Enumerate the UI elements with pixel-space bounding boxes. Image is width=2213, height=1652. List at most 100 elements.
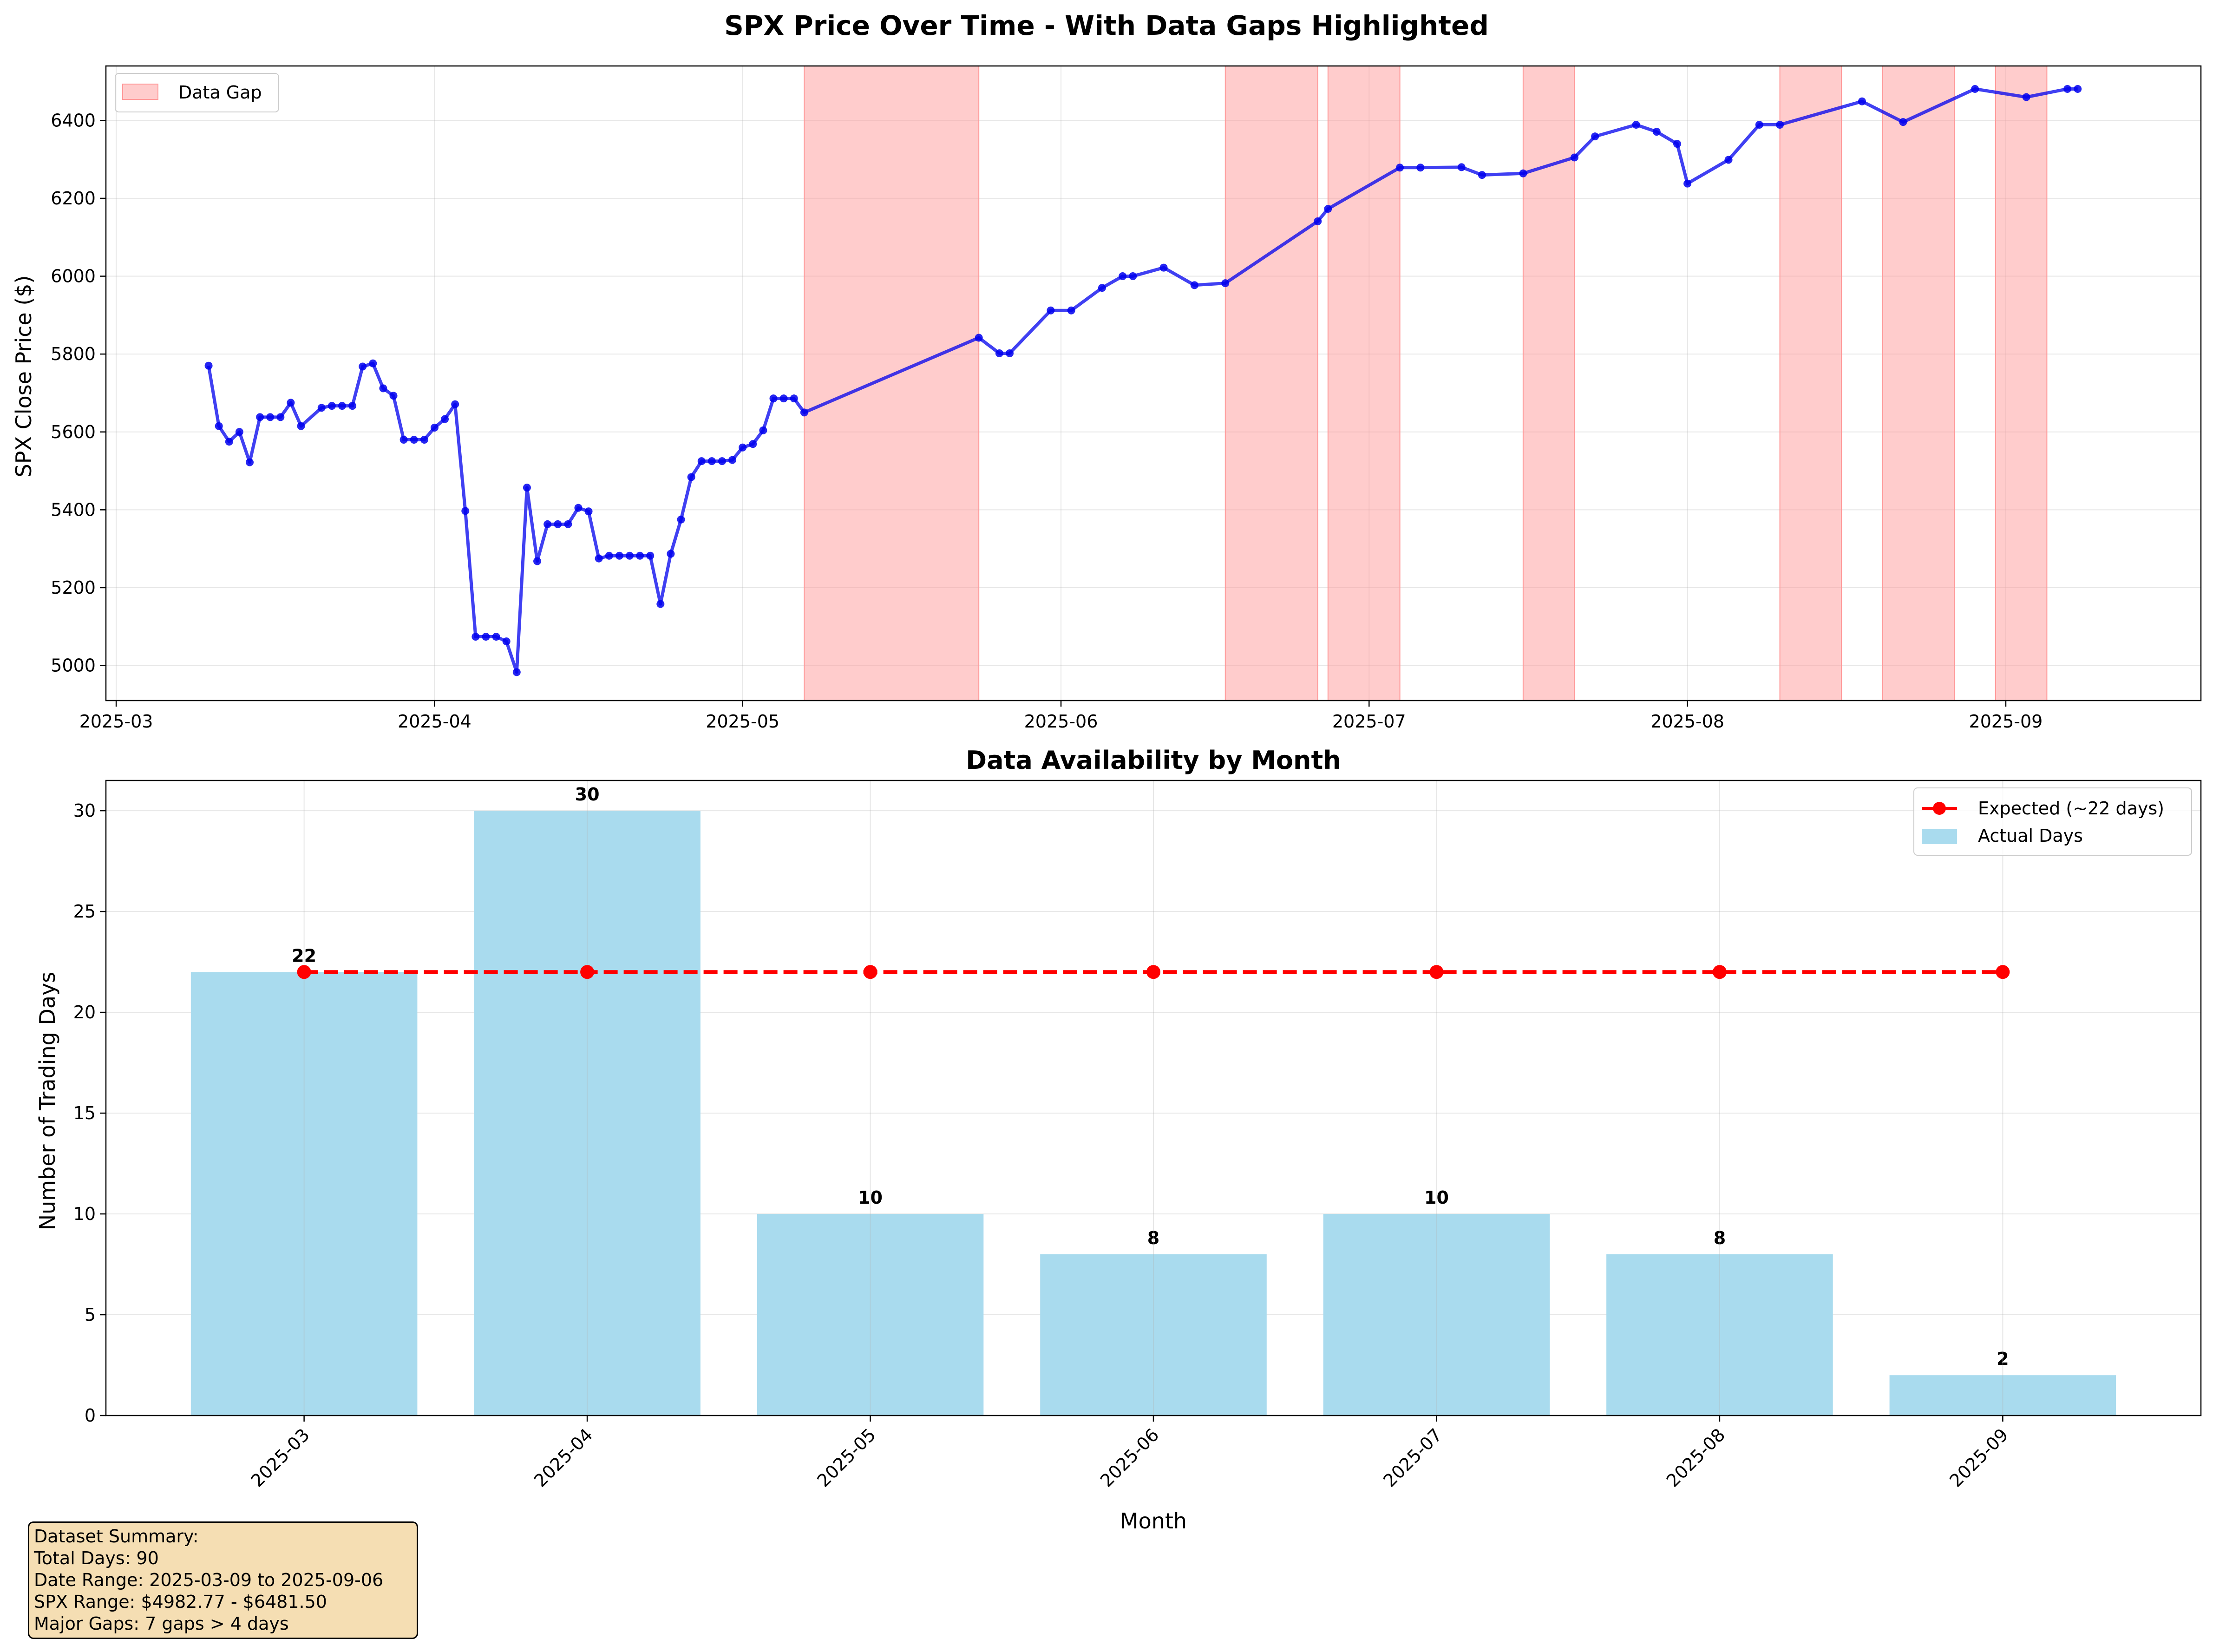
availability-x-tick-label: 2025-04	[530, 1424, 596, 1491]
spx-price-point	[482, 633, 490, 641]
availability-x-tick-label: 2025-03	[247, 1424, 314, 1491]
summary-line-major-gaps: Major Gaps: 7 gaps > 4 days	[34, 1613, 289, 1634]
spx-price-point	[995, 349, 1003, 357]
spx-price-point	[769, 394, 778, 403]
price-legend: Data Gap	[115, 73, 279, 112]
spx-price-point	[1652, 128, 1661, 136]
spx-price-point	[492, 633, 500, 641]
expected-days-point	[1146, 965, 1160, 979]
actual-days-bar	[474, 811, 701, 1416]
spx-price-point	[420, 436, 428, 444]
price-x-tick-label: 2025-03	[79, 711, 153, 732]
availability-x-tick-label: 2025-08	[1663, 1424, 1729, 1491]
spx-price-point	[759, 426, 767, 434]
spx-price-point	[1159, 263, 1168, 272]
price-legend-frame	[115, 73, 279, 112]
spx-price-point	[348, 402, 357, 410]
availability-y-tick-label: 25	[73, 901, 96, 922]
spx-price-point	[1478, 171, 1486, 179]
availability-y-tick-label: 0	[85, 1405, 96, 1426]
availability-chart-y-axis-label: Number of Trading Days	[35, 972, 60, 1231]
price-y-tick-label: 5200	[51, 577, 96, 598]
spx-price-point	[605, 551, 613, 560]
spx-price-point	[502, 637, 511, 646]
summary-line-total-days: Total Days: 90	[34, 1548, 159, 1568]
spx-price-point	[256, 413, 264, 421]
spx-price-point	[2063, 85, 2072, 93]
availability-x-tick-label: 2025-05	[813, 1424, 880, 1491]
spx-price-point	[1899, 118, 1907, 126]
spx-price-point	[1129, 272, 1137, 281]
spx-price-point	[1519, 169, 1527, 177]
spx-price-point	[410, 436, 418, 444]
spx-price-point	[975, 334, 983, 342]
spx-price-point	[728, 456, 737, 464]
spx-price-point	[2022, 93, 2030, 101]
price-axes-frame	[105, 65, 2202, 701]
spx-price-point	[1067, 306, 1075, 315]
spx-price-point	[667, 550, 675, 558]
spx-price-point	[471, 633, 480, 641]
spx-price-point	[2074, 85, 2082, 93]
spx-price-point	[707, 457, 716, 465]
spx-price-point	[615, 551, 623, 560]
availability-y-tick-label: 15	[73, 1103, 96, 1123]
actual-days-bar	[190, 972, 418, 1416]
spx-price-point	[739, 443, 747, 452]
spx-price-point	[697, 457, 706, 465]
spx-price-point	[584, 507, 593, 516]
price-x-tick-label: 2025-06	[1024, 711, 1098, 732]
spx-price-point	[1190, 281, 1198, 289]
actual-days-bar	[757, 1214, 984, 1416]
spx-price-point	[523, 484, 531, 492]
summary-line-spx-range: SPX Range: $4982.77 - $6481.50	[34, 1592, 327, 1612]
spx-price-point	[718, 457, 726, 465]
availability-legend: Expected (~22 days) Actual Days	[1913, 787, 2192, 856]
expected-legend-label: Expected (~22 days)	[1978, 798, 2164, 819]
spx-price-point	[574, 504, 583, 512]
price-x-tick-label: 2025-04	[398, 711, 471, 732]
spx-price-point	[800, 408, 808, 417]
spx-price-point	[246, 458, 254, 466]
spx-price-point	[626, 551, 634, 560]
expected-days-point	[1996, 965, 2010, 979]
spx-price-point	[1570, 153, 1578, 162]
spx-price-point	[338, 402, 346, 410]
expected-days-point	[580, 965, 595, 979]
spx-price-point	[554, 520, 562, 528]
actual-days-legend-label: Actual Days	[1978, 826, 2083, 846]
spx-price-point	[512, 668, 521, 676]
expected-days-point	[863, 965, 877, 979]
expected-days-point	[297, 965, 311, 979]
spx-price-point	[790, 394, 798, 403]
price-y-tick-label: 6000	[51, 266, 96, 287]
spx-price-point	[1457, 163, 1466, 171]
actual-days-legend-swatch	[1922, 829, 1957, 844]
spx-price-point	[317, 404, 326, 412]
spx-price-point	[287, 399, 295, 407]
data-gap-band	[1995, 66, 2048, 701]
spx-price-point	[441, 415, 449, 423]
price-chart-plot: 5000 5200 5400 5600 5800 6000 6200 6400 2025-03 2…	[51, 65, 2202, 732]
availability-y-tick-label: 5	[85, 1305, 96, 1325]
spx-price-point	[451, 400, 459, 408]
spx-price-point	[461, 507, 470, 515]
summary-line-heading: Dataset Summary:	[34, 1526, 199, 1547]
spx-price-point	[1683, 179, 1692, 188]
spx-price-point	[1776, 121, 1784, 129]
availability-chart-title: Data Availability by Month	[966, 746, 1341, 775]
price-chart-y-axis-label: SPX Close Price ($)	[11, 275, 36, 477]
spx-price-point	[1324, 205, 1332, 213]
spx-price-point	[359, 362, 367, 371]
price-y-tick-label: 5800	[51, 344, 96, 364]
spx-price-point	[687, 473, 695, 481]
spx-price-point	[749, 440, 757, 448]
spx-price-point	[379, 384, 387, 393]
availability-y-tick-label: 20	[73, 1002, 96, 1023]
data-gap-legend-label: Data Gap	[178, 82, 262, 103]
availability-y-tick-label: 30	[73, 800, 96, 821]
data-gap-band	[1327, 66, 1401, 701]
expected-days-point	[1712, 965, 1727, 979]
spx-price-point	[369, 359, 377, 367]
